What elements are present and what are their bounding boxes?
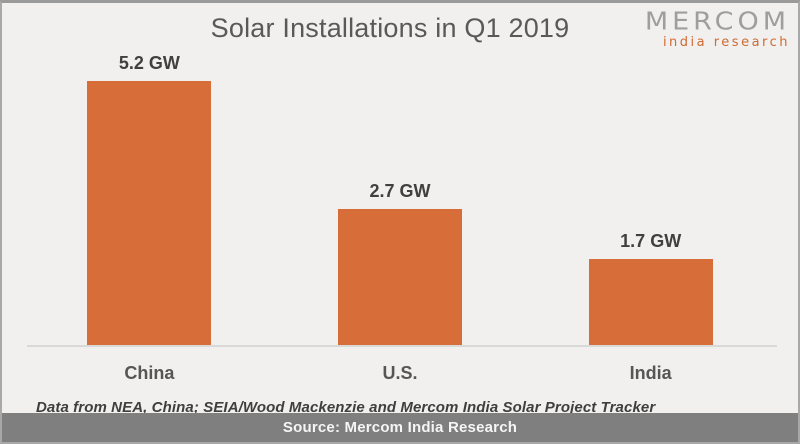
x-axis-line bbox=[27, 345, 777, 347]
source-bar: Source: Mercom India Research bbox=[2, 413, 798, 442]
bar-group-china: 5.2 GW bbox=[24, 53, 275, 346]
value-label-china: 5.2 GW bbox=[118, 53, 180, 73]
bar-china bbox=[87, 81, 212, 346]
bar-us bbox=[338, 209, 462, 346]
value-label-us: 2.7 GW bbox=[369, 181, 431, 201]
bar-group-us: 2.7 GW bbox=[275, 181, 526, 346]
category-labels-row: China U.S. India bbox=[24, 363, 776, 384]
bar-group-india: 1.7 GW bbox=[525, 231, 776, 346]
value-label-india: 1.7 GW bbox=[620, 231, 682, 251]
bars-row: 5.2 GW 2.7 GW 1.7 GW bbox=[24, 53, 776, 346]
source-bar-text: Source: Mercom India Research bbox=[282, 419, 518, 436]
logo-wordmark: MERCOM bbox=[644, 7, 790, 36]
chart-title: Solar Installations in Q1 2019 bbox=[210, 13, 570, 43]
bar-india bbox=[588, 259, 713, 346]
category-label-china: China bbox=[124, 363, 175, 383]
mercom-logo: MERCOM india research bbox=[645, 8, 790, 49]
bar-chart: 5.2 GW 2.7 GW 1.7 GW bbox=[24, 53, 776, 346]
category-label-us: U.S. bbox=[382, 363, 418, 383]
logo-subtitle: india research bbox=[662, 35, 790, 50]
data-source-footnote: Data from NEA, China; SEIA/Wood Mackenzi… bbox=[36, 399, 656, 416]
category-label-india: India bbox=[629, 363, 672, 383]
